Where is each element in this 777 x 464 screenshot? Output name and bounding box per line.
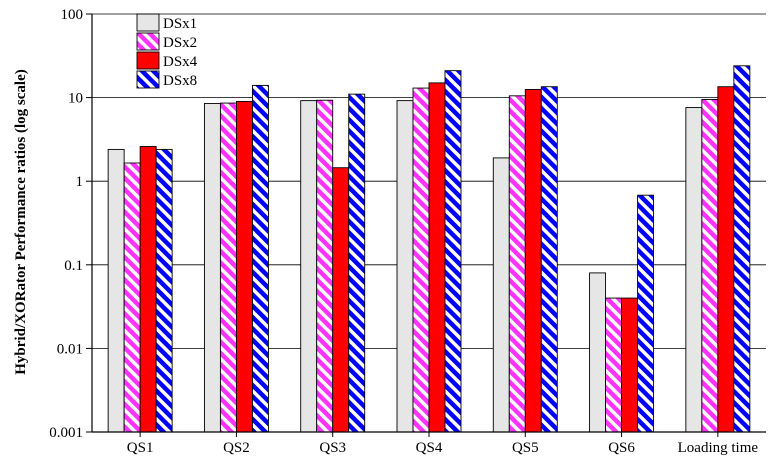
x-tick-label: QS2	[223, 440, 250, 456]
bar-dsx2-qs1	[123, 162, 141, 433]
x-tick-label: QS3	[319, 440, 346, 456]
bar-dsx8-qs5	[540, 86, 558, 433]
y-tick-label: 10	[68, 91, 83, 107]
x-tick-label: Loading time	[678, 440, 759, 456]
bar-dsx4-qs5	[524, 89, 542, 433]
bar-dsx2-qs3	[316, 99, 334, 433]
bars	[107, 65, 751, 433]
legend-swatch-dsx4	[136, 51, 160, 70]
bar-dsx4-qs1	[139, 146, 157, 433]
bar-dsx8-qs1	[155, 148, 173, 433]
bar-dsx2-qs4	[412, 87, 430, 433]
bar-dsx8-qs6	[637, 194, 655, 433]
legend-swatch-dsx1	[136, 13, 160, 32]
bar-dsx8-loading-time	[733, 65, 751, 433]
bar-dsx4-qs6	[621, 297, 639, 433]
y-ticks: 0.001 0.01 0.1 1 10 100	[49, 7, 92, 441]
bar-dsx2-qs5	[508, 95, 526, 433]
bar-dsx4-loading-time	[717, 86, 735, 433]
x-tick-label: QS1	[127, 440, 154, 456]
bar-dsx2-qs2	[219, 102, 237, 433]
bar-dsx2-loading-time	[701, 99, 719, 433]
bar-dsx1-qs2	[203, 103, 221, 433]
y-tick-label: 1	[76, 174, 84, 190]
y-tick-label: 0.1	[64, 258, 83, 274]
y-tick-label: 0.001	[49, 425, 83, 441]
x-tick-label: QS5	[512, 440, 539, 456]
x-tick-label: QS4	[416, 440, 443, 456]
bar-dsx4-qs2	[235, 100, 253, 433]
legend: DSx1 DSx2 DSx4 DSx8	[136, 13, 198, 89]
bar-dsx1-loading-time	[685, 107, 703, 433]
bar-dsx1-qs1	[107, 148, 125, 433]
x-ticks: QS1 QS2 QS3 QS4 QS5 QS6 Loading time	[127, 432, 759, 456]
bar-dsx8-qs2	[251, 84, 269, 433]
legend-swatch-dsx2	[136, 32, 160, 51]
bar-dsx1-qs5	[492, 157, 510, 433]
bar-dsx2-qs6	[605, 297, 623, 433]
y-tick-label: 100	[61, 7, 84, 23]
legend-label-dsx4: DSx4	[163, 54, 198, 70]
bar-dsx1-qs6	[589, 272, 607, 433]
bar-dsx4-qs4	[428, 82, 446, 433]
bar-dsx8-qs3	[348, 93, 366, 433]
bar-dsx4-qs3	[332, 167, 350, 433]
legend-label-dsx1: DSx1	[163, 16, 197, 32]
legend-label-dsx2: DSx2	[163, 35, 197, 51]
bar-dsx8-qs4	[444, 70, 462, 433]
y-axis-title: Hybrid/XORator Performance ratios (log s…	[13, 69, 29, 374]
y-tick-label: 0.01	[57, 341, 83, 357]
x-tick-label: QS6	[608, 440, 635, 456]
legend-label-dsx8: DSx8	[163, 73, 197, 89]
bar-dsx1-qs4	[396, 100, 414, 433]
bar-dsx1-qs3	[300, 100, 318, 433]
legend-swatch-dsx8	[136, 70, 160, 89]
